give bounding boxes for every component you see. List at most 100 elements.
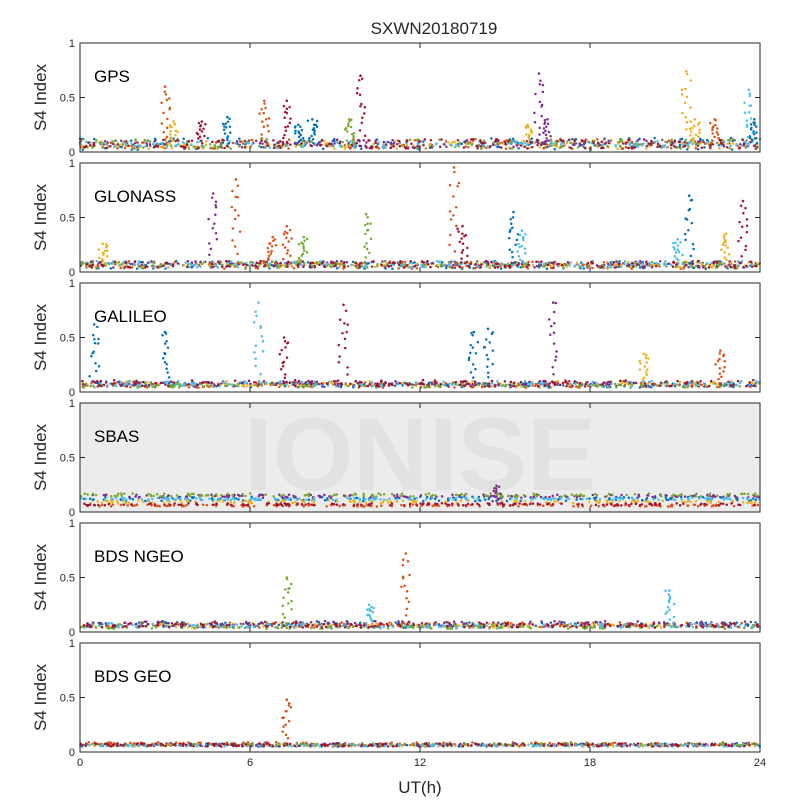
data-point <box>448 243 451 247</box>
data-point <box>742 142 746 146</box>
data-point <box>119 266 122 270</box>
data-point <box>110 382 114 386</box>
data-point <box>757 262 760 266</box>
data-point <box>588 500 591 504</box>
data-point <box>156 142 159 145</box>
data-point <box>241 500 244 504</box>
data-point <box>695 492 698 496</box>
data-point <box>81 380 84 383</box>
data-point <box>419 502 422 505</box>
data-point <box>738 146 741 150</box>
data-point <box>305 498 308 501</box>
spike-cluster <box>516 229 527 265</box>
spike-peak-point <box>713 118 716 121</box>
data-point <box>270 244 274 248</box>
data-point <box>177 503 180 507</box>
data-point <box>467 356 471 360</box>
data-point <box>201 503 205 507</box>
data-point <box>725 258 728 262</box>
data-point <box>634 502 638 506</box>
data-point <box>367 262 370 265</box>
data-point <box>81 383 85 386</box>
data-point <box>96 385 99 388</box>
data-point <box>559 383 562 386</box>
data-point <box>501 495 505 498</box>
data-point <box>266 124 269 127</box>
data-point <box>217 261 220 264</box>
data-point <box>653 382 656 386</box>
data-point <box>343 337 347 341</box>
data-point <box>506 142 510 145</box>
spike-peak-point <box>512 210 515 214</box>
spike-peak-point <box>719 349 722 352</box>
data-point <box>607 141 611 145</box>
data-point <box>427 492 431 495</box>
data-point <box>141 380 145 384</box>
data-point <box>640 503 644 506</box>
data-point <box>226 498 230 501</box>
data-point <box>477 503 481 507</box>
data-point <box>297 243 301 246</box>
data-point <box>660 138 664 142</box>
data-point <box>719 144 723 147</box>
data-point <box>90 260 93 263</box>
data-point <box>302 245 305 248</box>
data-point <box>342 503 345 506</box>
data-point <box>491 349 495 352</box>
data-point <box>151 497 154 501</box>
data-point <box>200 381 204 385</box>
data-point <box>126 140 129 144</box>
data-point <box>288 228 292 232</box>
data-point <box>224 122 228 125</box>
data-point <box>184 383 188 387</box>
data-point <box>409 259 412 263</box>
data-point <box>278 353 282 356</box>
data-point <box>312 501 316 504</box>
spike-peak-point <box>285 99 289 103</box>
data-point <box>746 492 750 496</box>
data-point <box>298 260 301 264</box>
data-point <box>258 112 261 115</box>
data-point <box>542 497 546 500</box>
data-point <box>667 262 670 265</box>
data-point <box>159 262 163 266</box>
data-point <box>509 380 512 384</box>
data-point <box>408 138 412 142</box>
data-point <box>474 263 477 266</box>
data-point <box>246 503 250 507</box>
data-point <box>571 384 574 387</box>
data-point <box>490 379 494 383</box>
data-point <box>483 346 487 349</box>
data-point <box>334 380 338 383</box>
data-point <box>301 260 304 263</box>
data-point <box>466 254 469 258</box>
data-point <box>187 139 191 143</box>
data-point <box>673 382 676 385</box>
data-point <box>499 264 502 268</box>
data-point <box>630 146 634 149</box>
data-point <box>722 262 726 265</box>
data-point <box>444 502 447 505</box>
data-point <box>664 380 668 384</box>
data-point <box>286 249 290 252</box>
data-point <box>265 381 268 384</box>
data-point <box>517 261 521 265</box>
data-point <box>700 262 704 266</box>
data-point <box>690 380 694 383</box>
data-point <box>331 498 335 501</box>
data-point <box>307 494 311 498</box>
data-point <box>377 141 380 144</box>
data-point <box>706 261 709 265</box>
data-point <box>398 265 402 268</box>
spike-cluster <box>88 323 101 385</box>
data-point <box>576 263 580 267</box>
data-point <box>228 117 231 121</box>
spike-peak-point <box>537 72 541 75</box>
data-point <box>616 496 620 500</box>
data-point <box>467 142 470 145</box>
spike-peak-point <box>347 118 351 121</box>
data-point <box>471 380 474 383</box>
data-point <box>476 265 480 269</box>
data-point <box>301 136 305 140</box>
data-point <box>718 147 721 150</box>
